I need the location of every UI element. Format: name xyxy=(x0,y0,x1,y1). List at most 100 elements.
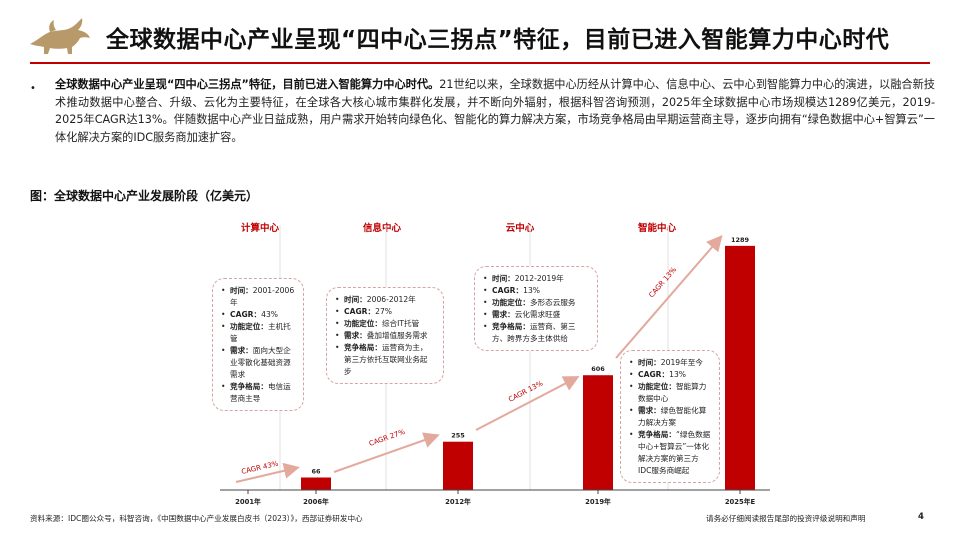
info-key: 时间： xyxy=(344,295,367,304)
x-tick-label: 2012年 xyxy=(445,497,471,506)
stage-label-information: 信息中心 xyxy=(362,223,401,234)
cagr-label: CAGR 13% xyxy=(647,265,678,299)
info-key: 需求： xyxy=(492,310,515,319)
x-tick-label: 2001年 xyxy=(235,497,261,506)
info-bullet: • xyxy=(629,370,634,379)
info-key: 功能定位： xyxy=(492,298,530,307)
info-value: 2019年至今 xyxy=(660,358,703,367)
info-bullet: • xyxy=(221,346,226,355)
cagr-label: CAGR 13% xyxy=(507,379,544,404)
info-item: • 时间：2019年至今 xyxy=(629,357,711,369)
info-box-intelligent: • 时间：2019年至今 • CAGR：13% • 功能定位：智能算力数据中心 • 需求：绿色… xyxy=(620,350,720,483)
stage-label-cloud: 云中心 xyxy=(505,223,535,234)
bar-value-label: 1289 xyxy=(731,236,750,244)
cagr-arrow xyxy=(333,432,440,473)
info-box-information: • 时间：2006-2012年 • CAGR：27% • 功能定位：综合IT托管 • 需求：叠… xyxy=(326,287,444,384)
info-bullet: • xyxy=(629,382,634,391)
info-bullet: • xyxy=(335,319,340,328)
info-value: 云化需求旺盛 xyxy=(514,310,561,319)
info-value: 综合IT托管 xyxy=(381,319,420,328)
bull-logo-icon xyxy=(30,18,90,54)
info-value: 电信运营商主导 xyxy=(230,382,291,403)
info-value: 面向大型企业零散化基础资源需求 xyxy=(230,346,291,379)
info-bullet: • xyxy=(483,322,488,331)
info-value: 绿色智能化算力解决方案 xyxy=(638,406,707,427)
info-box-cloud: • 时间：2012-2019年 • CAGR：13% • 功能定位：多形态云服务 • 需求：云… xyxy=(474,266,598,351)
info-value: 智能算力数据中心 xyxy=(638,382,707,403)
info-item: • 竞争格局：“绿色数据中心+智算云”一体化解决方案的第三方IDC服务商崛起 xyxy=(629,429,711,477)
info-value: “绿色数据中心+智算云”一体化解决方案的第三方IDC服务商崛起 xyxy=(638,430,711,475)
info-key: 竞争格局： xyxy=(230,382,268,391)
info-item: • CAGR：13% xyxy=(629,369,711,381)
info-bullet: • xyxy=(221,286,226,295)
page-title: 全球数据中心产业呈现“四中心三拐点”特征，目前已进入智能算力中心时代 xyxy=(106,27,890,53)
info-value: 多形态云服务 xyxy=(529,298,576,307)
info-key: 时间： xyxy=(492,274,515,283)
bullet-marker: • xyxy=(30,83,36,94)
info-key: 需求： xyxy=(344,331,367,340)
info-bullet: • xyxy=(629,430,634,439)
info-item: • 需求：云化需求旺盛 xyxy=(483,309,589,321)
info-item: • 功能定位：智能算力数据中心 xyxy=(629,381,711,405)
info-item: • 功能定位：多形态云服务 xyxy=(483,297,589,309)
industry-stage-chart: CAGR 43%CAGR 27%CAGR 13%CAGR 13% 6625560… xyxy=(220,225,770,506)
info-bullet: • xyxy=(483,310,488,319)
cagr-arrow xyxy=(475,376,580,431)
x-tick-label: 2025年E xyxy=(725,497,756,506)
info-value: 运营商为主，第三方依托互联网业务起步 xyxy=(344,343,428,376)
info-key: 需求： xyxy=(638,406,661,415)
x-tick-label: 2006年 xyxy=(303,497,329,506)
info-bullet: • xyxy=(335,343,340,352)
info-item: • CAGR：27% xyxy=(335,306,435,318)
info-bullet: • xyxy=(629,406,634,415)
info-key: 功能定位： xyxy=(638,382,676,391)
info-key: 竞争格局： xyxy=(344,343,382,352)
info-item: • 时间：2001-2006年 xyxy=(221,285,295,309)
bar-value-label: 606 xyxy=(591,365,605,373)
info-bullet: • xyxy=(483,274,488,283)
info-item: • CAGR：43% xyxy=(221,309,295,321)
info-value: 2012-2019年 xyxy=(514,274,564,283)
info-bullet: • xyxy=(221,382,226,391)
info-bullet: • xyxy=(221,310,226,319)
intro-lead: 全球数据中心产业呈现“四中心三拐点”特征，目前已进入智能算力中心时代。 xyxy=(55,78,440,91)
info-key: 时间： xyxy=(638,358,661,367)
info-value: 主机托管 xyxy=(230,322,291,343)
info-item: • 时间：2006-2012年 xyxy=(335,294,435,306)
info-item: • 功能定位：综合IT托管 xyxy=(335,318,435,330)
info-value: 2006-2012年 xyxy=(366,295,416,304)
info-item: • 功能定位：主机托管 xyxy=(221,321,295,345)
cagr-label: CAGR 27% xyxy=(368,428,406,448)
info-key: 功能定位： xyxy=(230,322,268,331)
bar-2006年 xyxy=(301,477,331,490)
info-item: • 竞争格局：电信运营商主导 xyxy=(221,381,295,405)
info-key: 竞争格局： xyxy=(638,430,676,439)
info-key: CAGR： xyxy=(492,286,524,295)
cagr-arrow xyxy=(615,234,723,359)
info-item: • 需求：面向大型企业零散化基础资源需求 xyxy=(221,345,295,381)
bar-2012年 xyxy=(443,441,473,490)
intro-body: 21世纪以来，全球数据中心历经从计算中心、信息中心、云中心到智能算力中心的演进，… xyxy=(55,78,935,144)
info-bullet: • xyxy=(335,331,340,340)
bar-2025年E xyxy=(725,245,755,490)
source-note: 资料来源：IDC圈公众号，科智咨询，《中国数据中心产业发展白皮书（2023）》，… xyxy=(30,514,363,523)
info-value: 运营商、第三方、跨界方多主体供给 xyxy=(492,322,576,343)
info-key: 需求： xyxy=(230,346,253,355)
info-bullet: • xyxy=(335,307,340,316)
info-item: • 竞争格局：运营商、第三方、跨界方多主体供给 xyxy=(483,321,589,345)
intro-paragraph: 全球数据中心产业呈现“四中心三拐点”特征，目前已进入智能算力中心时代。21世纪以… xyxy=(55,76,935,146)
title-divider xyxy=(30,62,930,64)
info-box-computing: • 时间：2001-2006年 • CAGR：43% • 功能定位：主机托管 • 需求：面向大… xyxy=(212,278,304,411)
stage-label-intelligent: 智能中心 xyxy=(637,223,676,234)
stage-label-computing: 计算中心 xyxy=(240,223,279,234)
info-item: • 需求：叠加增值服务需求 xyxy=(335,330,435,342)
page-number: 4 xyxy=(918,512,924,522)
info-value: 13% xyxy=(669,370,687,379)
info-key: CAGR： xyxy=(344,307,376,316)
info-key: CAGR： xyxy=(638,370,670,379)
info-value: 13% xyxy=(523,286,541,295)
disclaimer-note: 请务必仔细阅读报告尾部的投资评级说明和声明 xyxy=(706,514,866,523)
bar-value-label: 66 xyxy=(311,468,321,476)
info-bullet: • xyxy=(221,322,226,331)
info-bullet: • xyxy=(629,358,634,367)
